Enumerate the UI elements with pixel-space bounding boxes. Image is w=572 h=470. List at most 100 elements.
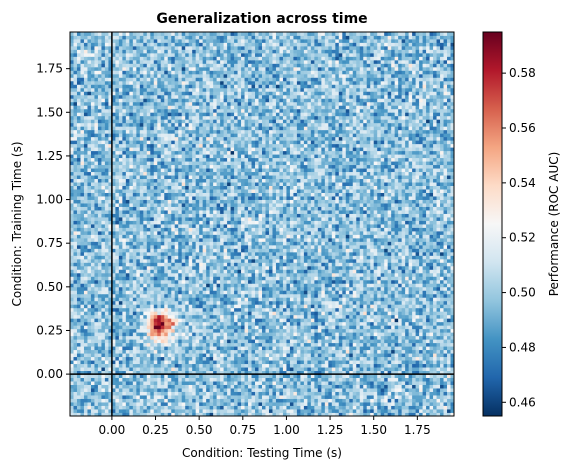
heatmap-cell xyxy=(401,405,406,410)
heatmap-cell xyxy=(426,311,430,316)
heatmap-cell xyxy=(139,262,144,267)
heatmap-cell xyxy=(366,300,371,305)
heatmap-cell xyxy=(296,279,301,284)
heatmap-cell xyxy=(209,321,214,326)
heatmap-cell xyxy=(178,325,183,330)
heatmap-cell xyxy=(87,297,92,302)
heatmap-cell xyxy=(248,276,252,281)
heatmap-cell xyxy=(447,335,451,340)
heatmap-cell xyxy=(412,321,416,326)
heatmap-cell xyxy=(139,412,144,417)
heatmap-cell xyxy=(101,360,106,365)
heatmap-cell xyxy=(90,318,95,323)
heatmap-cell xyxy=(90,304,95,309)
heatmap-cell xyxy=(185,328,190,333)
heatmap-cell xyxy=(433,391,437,396)
heatmap-cell xyxy=(429,258,434,263)
heatmap-cell xyxy=(104,339,109,344)
heatmap-cell xyxy=(150,311,155,316)
heatmap-cell xyxy=(83,332,88,337)
heatmap-cell xyxy=(157,321,162,326)
heatmap-cell xyxy=(279,395,284,399)
heatmap-cell xyxy=(70,297,74,302)
heatmap-cell xyxy=(391,262,396,267)
heatmap-cell xyxy=(153,405,158,410)
heatmap-cell xyxy=(122,272,127,277)
heatmap-cell xyxy=(440,349,444,354)
heatmap-cell xyxy=(216,332,221,337)
heatmap-cell xyxy=(310,377,315,382)
heatmap-cell xyxy=(227,255,231,260)
heatmap-cell xyxy=(286,356,291,361)
heatmap-cell xyxy=(111,391,116,396)
heatmap-cell xyxy=(328,258,333,263)
heatmap-cell xyxy=(387,276,392,281)
heatmap-cell xyxy=(310,300,315,305)
heatmap-cell xyxy=(178,381,183,385)
heatmap-cell xyxy=(310,286,315,291)
heatmap-cell xyxy=(185,318,190,323)
heatmap-cell xyxy=(387,346,392,351)
heatmap-cell xyxy=(422,258,427,263)
heatmap-cell xyxy=(373,297,378,302)
heatmap-cell xyxy=(447,272,451,277)
heatmap-cell xyxy=(129,314,134,319)
heatmap-cell xyxy=(296,349,301,354)
heatmap-cell xyxy=(178,272,183,277)
heatmap-cell xyxy=(391,265,396,270)
heatmap-cell xyxy=(206,290,211,295)
heatmap-cell xyxy=(380,307,385,312)
heatmap-cell xyxy=(384,321,389,326)
heatmap-cell xyxy=(206,265,211,270)
heatmap-cell xyxy=(115,325,120,330)
heatmap-cell xyxy=(450,370,455,375)
heatmap-cell xyxy=(76,318,81,323)
heatmap-cell xyxy=(132,293,137,298)
heatmap-cell xyxy=(244,283,249,288)
heatmap-cell xyxy=(234,258,238,263)
heatmap-cell xyxy=(303,328,308,333)
heatmap-cell xyxy=(97,377,102,382)
heatmap-cell xyxy=(429,391,434,396)
heatmap-cell xyxy=(387,398,392,403)
heatmap-cell xyxy=(146,342,151,347)
heatmap-cell xyxy=(401,283,406,288)
heatmap-cell xyxy=(118,405,123,410)
heatmap-cell xyxy=(443,356,448,361)
heatmap-cell xyxy=(160,286,165,291)
heatmap-cell xyxy=(335,265,340,270)
heatmap-cell xyxy=(422,318,427,323)
heatmap-cell xyxy=(408,300,413,305)
heatmap-cell xyxy=(101,304,106,309)
heatmap-cell xyxy=(192,262,197,267)
heatmap-cell xyxy=(331,293,336,298)
heatmap-cell xyxy=(108,405,113,410)
heatmap-cell xyxy=(244,332,249,337)
heatmap-cell xyxy=(94,258,99,263)
heatmap-cell xyxy=(286,370,291,375)
heatmap-cell xyxy=(335,293,340,298)
heatmap-cell xyxy=(174,297,179,302)
heatmap-cell xyxy=(370,353,375,358)
heatmap-cell xyxy=(157,346,162,351)
heatmap-cell xyxy=(129,290,134,295)
heatmap-cell xyxy=(188,279,193,284)
heatmap-cell xyxy=(202,339,207,344)
heatmap-cell xyxy=(310,412,315,417)
heatmap-cell xyxy=(335,402,340,406)
heatmap-cell xyxy=(282,363,287,368)
heatmap-cell xyxy=(342,398,347,403)
heatmap-cell xyxy=(296,360,301,365)
heatmap-cell xyxy=(251,360,256,365)
heatmap-cell xyxy=(296,409,301,413)
heatmap-cell xyxy=(408,293,413,298)
heatmap-cell xyxy=(146,367,151,372)
heatmap-cell xyxy=(216,349,221,354)
heatmap-cell xyxy=(356,283,361,288)
heatmap-cell xyxy=(129,311,134,316)
heatmap-cell xyxy=(268,356,273,361)
heatmap-cell xyxy=(419,391,423,396)
heatmap-cell xyxy=(174,356,179,361)
heatmap-cell xyxy=(83,255,88,260)
heatmap-cell xyxy=(401,398,406,403)
